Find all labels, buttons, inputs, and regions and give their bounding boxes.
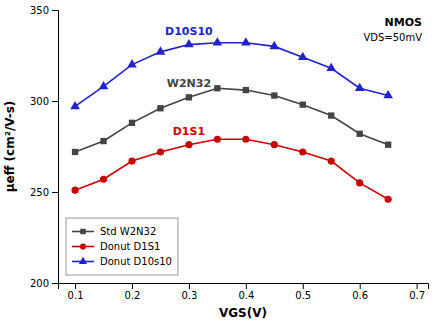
series-marker [100, 176, 107, 183]
series-marker [70, 101, 80, 109]
y-tick-label: 250 [30, 187, 49, 198]
series-line [75, 139, 388, 199]
x-tick-label: 0.6 [352, 290, 368, 301]
x-tick-label: 0.2 [125, 290, 141, 301]
legend-symbol [80, 229, 85, 234]
curve-annotation: W2N32 [167, 77, 211, 90]
x-tick-label: 0.3 [181, 290, 197, 301]
x-tick-mark [189, 283, 190, 289]
series-marker [385, 196, 392, 203]
legend-label: Donut D10s10 [100, 256, 172, 267]
series-marker [328, 112, 334, 118]
series-marker [383, 90, 393, 98]
y-tick: 350 [30, 5, 58, 16]
series-marker [157, 105, 163, 111]
x-tick-label: 0.4 [238, 290, 254, 301]
x-tick-mark [75, 283, 76, 289]
series-line [75, 43, 388, 107]
series-marker [128, 157, 135, 164]
x-tick-label: 0.1 [68, 290, 84, 301]
series [72, 136, 392, 203]
series-marker [213, 37, 223, 45]
y-tick-label: 300 [30, 96, 49, 107]
legend-symbol [80, 243, 86, 249]
series [70, 37, 393, 109]
x-axis: 0.1 0.2 0.3 0.4 0.5 0.6 0.7 [59, 283, 429, 301]
corner-note: NMOS [385, 16, 423, 29]
series-marker [156, 46, 166, 54]
series-marker [185, 141, 192, 148]
series-marker [271, 92, 277, 98]
series-marker [298, 52, 308, 60]
x-tick-mark [246, 283, 247, 289]
legend-label: Donut D1S1 [100, 241, 160, 252]
x-tick: 0.4 [238, 283, 254, 301]
series-marker [214, 136, 221, 143]
series-marker [299, 148, 306, 155]
series-line [75, 88, 388, 152]
series-marker [184, 39, 194, 47]
y-axis-title: μeff (cm²/V-s) [3, 101, 17, 193]
series-marker [214, 85, 220, 91]
legend-box [66, 218, 178, 275]
y-tick-mark [52, 101, 58, 102]
x-tick: 0.6 [352, 283, 368, 301]
x-tick-label: 0.7 [409, 290, 425, 301]
series-marker [99, 81, 109, 89]
legend: Std W2N32 Donut D1S1 Donut D10s10 [66, 218, 178, 275]
series-marker [243, 87, 249, 93]
series-marker [328, 157, 335, 164]
x-tick: 0.2 [125, 283, 141, 301]
y-tick-mark [52, 10, 58, 11]
y-axis: 200 250 300 350 [30, 5, 59, 289]
series-marker [72, 187, 79, 194]
series-marker [355, 83, 365, 91]
series-marker [270, 41, 280, 49]
legend-symbol [79, 257, 87, 264]
x-tick-mark [360, 283, 361, 289]
series-marker [326, 63, 336, 71]
y-tick: 300 [30, 96, 58, 107]
x-tick-mark [417, 283, 418, 289]
x-axis-line [59, 284, 429, 290]
series-marker [72, 149, 78, 155]
curve-annotation: D1S1 [173, 125, 205, 138]
y-tick-mark [52, 283, 58, 284]
x-tick-label: 0.5 [295, 290, 311, 301]
series-marker [356, 179, 363, 186]
chart: 0.1 0.2 0.3 0.4 0.5 0.6 0.7 200 250 300 350 VGS(V) μ… [0, 0, 442, 323]
series-marker [100, 138, 106, 144]
curve-annotation: D10S10 [165, 25, 213, 38]
y-tick: 250 [30, 187, 58, 198]
series-marker [385, 142, 391, 148]
y-tick-label: 350 [30, 5, 49, 16]
y-tick-mark [52, 192, 58, 193]
x-tick: 0.5 [295, 283, 311, 301]
x-tick-mark [303, 283, 304, 289]
series-marker [157, 148, 164, 155]
series-marker [241, 37, 251, 45]
series-marker [242, 136, 249, 143]
y-axis-line [52, 11, 59, 284]
plot-area [70, 37, 393, 203]
x-tick-mark [132, 283, 133, 289]
x-tick: 0.3 [181, 283, 197, 301]
series [72, 85, 391, 155]
corner-note: VDS=50mV [363, 32, 422, 43]
series-marker [357, 131, 363, 137]
x-tick: 0.7 [409, 283, 425, 301]
legend-label: Std W2N32 [100, 226, 156, 237]
series-marker [129, 120, 135, 126]
series-marker [186, 94, 192, 100]
x-axis-title: VGS(V) [219, 306, 267, 320]
y-tick: 200 [30, 278, 58, 289]
x-tick: 0.1 [68, 283, 84, 301]
series-marker [127, 59, 137, 67]
series-marker [300, 101, 306, 107]
y-tick-label: 200 [30, 278, 49, 289]
series-marker [271, 141, 278, 148]
